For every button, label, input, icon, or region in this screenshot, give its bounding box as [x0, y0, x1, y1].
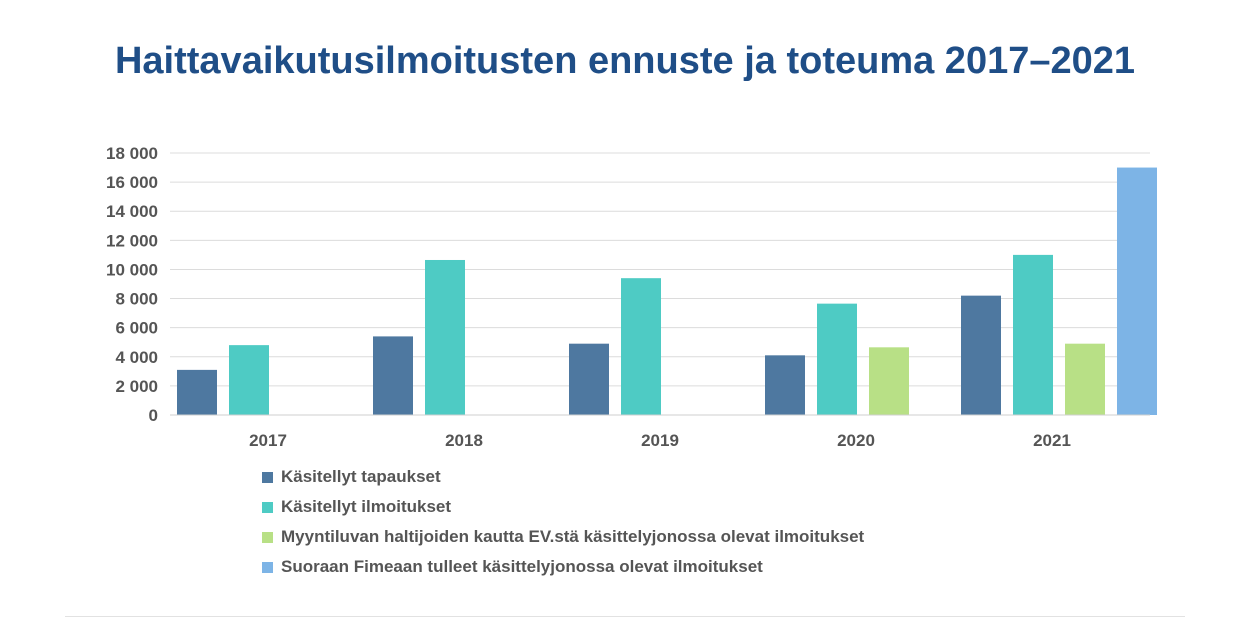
legend-label: Suoraan Fimeaan tulleet käsittelyjonossa… [281, 557, 763, 576]
y-tick-label: 14 000 [106, 202, 158, 221]
x-tick-label: 2019 [641, 431, 679, 450]
bars [177, 167, 1157, 415]
bar [177, 369, 217, 415]
bar [961, 295, 1001, 415]
y-tick-label: 0 [149, 406, 158, 425]
legend-label: Käsitellyt ilmoitukset [281, 497, 452, 516]
legend-item: Käsitellyt ilmoitukset [262, 492, 864, 522]
y-tick-label: 18 000 [106, 144, 158, 163]
legend-item: Myyntiluvan haltijoiden kautta EV.stä kä… [262, 522, 864, 552]
x-axis-tick-labels: 2017 2018 2019 2020 2021 [249, 431, 1071, 450]
bar [1013, 254, 1053, 415]
y-tick-label: 8 000 [115, 290, 158, 309]
legend-swatch [262, 471, 273, 483]
legend-label: Myyntiluvan haltijoiden kautta EV.stä kä… [281, 527, 865, 546]
x-tick-label: 2017 [249, 431, 287, 450]
bar [569, 343, 609, 415]
x-tick-label: 2020 [837, 431, 875, 450]
y-tick-label: 12 000 [106, 231, 158, 250]
y-tick-label: 6 000 [115, 319, 158, 338]
y-tick-label: 16 000 [106, 173, 158, 192]
legend-item: Käsitellyt tapaukset [262, 462, 864, 492]
chart-title: Haittavaikutusilmoitusten ennuste ja tot… [114, 40, 1136, 82]
legend-swatch [262, 501, 273, 513]
x-tick-label: 2018 [445, 431, 483, 450]
bar [425, 259, 465, 415]
footer-divider [65, 616, 1185, 617]
bar [621, 278, 661, 415]
bar [1065, 343, 1105, 415]
bar [765, 355, 805, 415]
legend: Käsitellyt tapaukset Käsitellyt ilmoituk… [262, 462, 864, 582]
x-tick-label: 2021 [1033, 431, 1071, 450]
y-tick-label: 2 000 [115, 377, 158, 396]
bar [373, 336, 413, 415]
legend-label: Käsitellyt tapaukset [281, 467, 441, 486]
bar [817, 303, 857, 415]
y-tick-label: 4 000 [115, 348, 158, 367]
y-tick-label: 10 000 [106, 260, 158, 279]
bar [869, 347, 909, 415]
bar [1117, 167, 1157, 415]
bar [229, 345, 269, 415]
y-axis-tick-labels: 0 2 000 4 000 6 000 8 000 10 000 12 000 14 000 1… [106, 144, 158, 425]
legend-swatch [262, 531, 273, 543]
legend-swatch [262, 561, 273, 573]
legend-item: Suoraan Fimeaan tulleet käsittelyjonossa… [262, 552, 864, 582]
